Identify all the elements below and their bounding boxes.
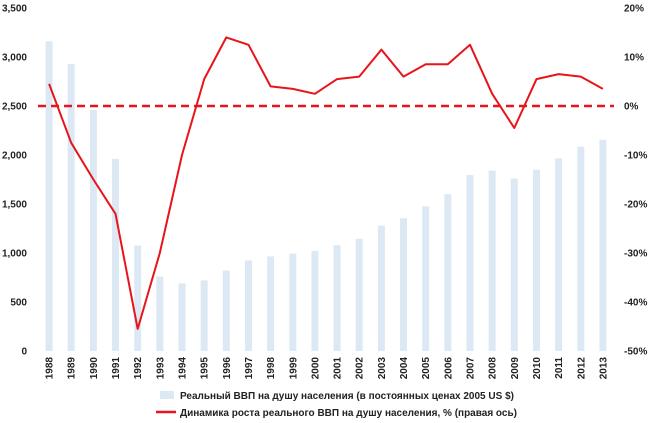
gdp-bar-1998 [267,256,275,351]
right-tick-label: 20% [624,4,644,15]
gdp-bar-2007 [466,175,474,351]
legend: Реальный ВВП на душу населения (в постоя… [156,391,517,419]
gdp-bar-1997 [245,260,252,351]
gdp-bar-1992 [134,245,142,351]
gdp-bar-1991 [112,158,119,351]
gdp-bar-2009 [510,178,518,351]
x-tick-label: 2011 [554,357,565,379]
left-tick-label: 3,000 [2,53,27,64]
gdp-bar-1993 [156,276,164,351]
gdp-bar-2010 [533,169,540,351]
left-tick-label: 3,500 [2,4,27,15]
legend-line-label: Динамика роста реального ВВП на душу нас… [180,408,517,419]
left-tick-label: 2,000 [2,151,27,162]
x-tick-label: 2001 [333,357,344,380]
x-tick-label: 2008 [488,357,499,380]
x-tick-label: 1993 [155,357,166,380]
gdp-bar-2008 [488,170,496,351]
right-tick-label: -20% [624,200,647,211]
x-tick-label: 1998 [266,357,277,380]
x-tick-label: 2010 [532,357,543,380]
gdp-bar-2012 [577,146,585,351]
gdp-bar-2005 [422,206,430,351]
gdp-bar-1988 [45,41,53,352]
x-tick-label: 1997 [244,357,255,380]
gdp-bar-2000 [311,251,319,351]
right-tick-label: -50% [624,347,647,358]
growth-rate-line [48,36,604,330]
gdp-bar-2004 [400,218,407,351]
x-tick-label: 1990 [89,357,100,380]
legend-bar-swatch [160,391,174,399]
x-tick-label: 2003 [377,357,388,380]
left-axis-tick-labels: 0 500 1,000 1,500 2,000 2,500 3,000 3,500 [2,4,27,358]
x-tick-label: 1996 [222,357,233,380]
left-tick-label: 500 [10,298,27,309]
right-tick-label: -30% [624,249,647,260]
right-tick-label: -40% [624,298,647,309]
x-tick-label: 2005 [421,357,432,380]
gdp-bar-2001 [333,245,341,351]
left-tick-label: 1,000 [2,249,27,260]
left-tick-label: 0 [21,347,27,358]
gdp-bar-1995 [200,280,208,351]
x-tick-label: 1994 [178,357,189,380]
x-tick-label: 2007 [466,357,477,380]
gdp-bar-1996 [222,270,230,351]
x-tick-label: 1988 [45,357,56,380]
gdp-bar-1990 [89,109,97,352]
gdp-bar-1994 [178,283,186,351]
gdp-bar-2013 [599,139,607,351]
x-tick-label: 1991 [111,357,122,380]
gdp-bar-1999 [289,253,297,351]
gdp-bar-series [45,41,607,352]
x-tick-label: 2006 [443,357,454,380]
left-tick-label: 1,500 [2,200,27,211]
x-tick-label: 1999 [288,357,299,380]
gdp-bar-2006 [444,194,452,351]
x-tick-label: 1989 [67,357,78,380]
gdp-bar-2011 [555,158,563,351]
x-tick-label: 2009 [510,357,521,380]
gdp-bar-1989 [67,63,75,352]
x-tick-label: 1992 [133,357,144,380]
x-tick-label: 2013 [598,357,609,380]
gdp-bar-2003 [377,225,385,351]
x-tick-label: 1995 [200,357,211,380]
left-tick-label: 2,500 [2,102,27,113]
right-axis-tick-labels: -50% -40% -30% -20% -10% 0% 10% 20% [624,4,647,358]
x-tick-label: 2000 [310,357,321,380]
right-tick-label: 10% [624,53,644,64]
legend-bar-label: Реальный ВВП на душу населения (в постоя… [180,391,514,402]
x-axis-tick-labels: 1988 1989 1990 1991 1992 1993 1994 1995 1996 1997… [45,357,610,380]
x-tick-label: 2004 [399,357,410,380]
x-tick-label: 2002 [355,357,366,380]
right-tick-label: 0% [624,102,639,113]
gdp-bar-2002 [355,238,363,351]
right-tick-label: -10% [624,151,647,162]
x-tick-label: 2012 [576,357,587,380]
